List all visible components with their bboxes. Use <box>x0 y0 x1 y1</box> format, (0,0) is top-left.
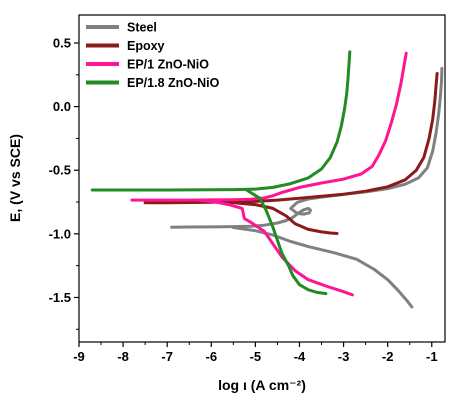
y-tick-label: 0.5 <box>53 35 71 50</box>
legend-label: Steel <box>127 21 157 35</box>
y-tick-label: -1.0 <box>49 226 71 241</box>
curves-group <box>90 50 444 309</box>
y-axis-ticks: -1.5 -1.0 -0.5 0.0 0.5 <box>49 35 79 330</box>
y-tick-label: -1.5 <box>49 290 71 305</box>
x-tick-label: -7 <box>161 349 173 364</box>
y-tick-label: -0.5 <box>49 163 71 178</box>
series-line-steel-branch-1 <box>170 66 444 229</box>
plot-frame <box>78 14 446 343</box>
x-tick-label: -8 <box>117 349 129 364</box>
x-axis-title: log ι (A cm⁻²) <box>218 377 306 393</box>
legend-label: Epoxy <box>127 39 165 53</box>
series-line-epoxy-branch-2 <box>227 200 339 235</box>
x-tick-label: -9 <box>73 349 85 364</box>
series-line-ep-1-zno-nio-branch-2 <box>196 198 354 297</box>
x-tick-label: -4 <box>294 349 306 364</box>
x-tick-label: -5 <box>250 349 262 364</box>
series-line-ep-1-8-zno-nio-branch-2 <box>245 188 328 296</box>
x-tick-label: -6 <box>206 349 218 364</box>
x-tick-label: -1 <box>426 349 438 364</box>
series-line-steel-branch-2 <box>231 226 414 309</box>
series-line-ep-1-8-zno-nio-branch-1 <box>90 50 352 192</box>
y-tick-label: 0.0 <box>53 99 71 114</box>
x-tick-label: -3 <box>338 349 350 364</box>
legend-label: EP/1.8 ZnO-NiO <box>127 76 220 90</box>
y-axis-title: E, (V vs SCE) <box>7 134 23 222</box>
legend-label: EP/1 ZnO-NiO <box>127 58 209 72</box>
x-tick-label: -2 <box>382 349 394 364</box>
x-axis-ticks: -9 -8 -7 -6 -5 -4 -3 -2 -1 <box>73 342 438 364</box>
legend: Steel Epoxy EP/1 ZnO-NiO EP/1.8 ZnO-NiO <box>86 21 220 90</box>
